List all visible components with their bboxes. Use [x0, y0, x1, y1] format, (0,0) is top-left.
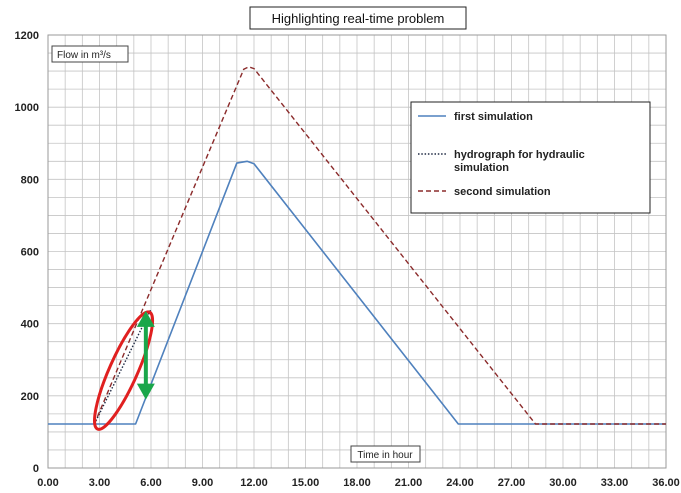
- x-tick-label: 21.00: [395, 477, 423, 489]
- series-layer: [48, 66, 666, 425]
- x-tick-label: 6.00: [140, 477, 161, 489]
- y-tick-label: 0: [33, 463, 39, 475]
- x-axis-label: Time in hour: [357, 450, 413, 461]
- legend-label-first-simulation: first simulation: [454, 111, 533, 123]
- x-tick-label: 36.00: [652, 477, 680, 489]
- chart-title-box: Highlighting real-time problem: [249, 6, 467, 30]
- x-tick-label: 0.00: [37, 477, 58, 489]
- y-tick-label: 800: [21, 174, 39, 186]
- y-tick-label: 400: [21, 319, 39, 331]
- annotations: [93, 310, 155, 431]
- x-tick-label: 24.00: [446, 477, 474, 489]
- x-axis-tick-labels: 0.00 3.00 6.00 9.00 12.00 15.00 18.00 21.00 24.0…: [37, 477, 679, 489]
- legend-box: [410, 101, 651, 214]
- y-axis-tick-labels: 0 200 400 600 800 1000 1200: [15, 30, 39, 475]
- double-arrow-head-up: [136, 310, 155, 327]
- y-tick-label: 200: [21, 391, 39, 403]
- chart-title: Highlighting real-time problem: [272, 11, 445, 26]
- x-tick-label: 33.00: [601, 477, 629, 489]
- x-tick-label: 30.00: [549, 477, 577, 489]
- highlight-ellipse: [93, 310, 155, 431]
- series-line-hydrograph: [93, 308, 152, 425]
- legend-label-hydrograph: hydrograph for hydraulic simulation: [454, 149, 588, 174]
- x-tick-label: 27.00: [498, 477, 526, 489]
- legend: first simulation hydrograph for hydrauli…: [410, 101, 651, 214]
- y-tick-label: 600: [21, 247, 39, 259]
- x-tick-label: 12.00: [240, 477, 268, 489]
- series-line-second-simulation: [93, 66, 666, 425]
- plot-area-frame: [47, 34, 667, 469]
- y-axis-label: Flow in m³/s: [57, 50, 111, 61]
- series-line-first-simulation: [48, 160, 666, 425]
- y-tick-label: 1000: [15, 102, 39, 114]
- double-arrow-head-down: [136, 383, 155, 400]
- x-tick-label: 3.00: [89, 477, 110, 489]
- x-axis-label-box: Time in hour: [350, 445, 421, 463]
- chart-grid: [48, 35, 666, 468]
- legend-label-second-simulation: second simulation: [454, 186, 551, 198]
- x-tick-label: 9.00: [192, 477, 213, 489]
- y-axis-label-box: Flow in m³/s: [51, 45, 129, 63]
- x-tick-label: 15.00: [292, 477, 320, 489]
- x-tick-label: 18.00: [343, 477, 371, 489]
- y-tick-label: 1200: [15, 30, 39, 42]
